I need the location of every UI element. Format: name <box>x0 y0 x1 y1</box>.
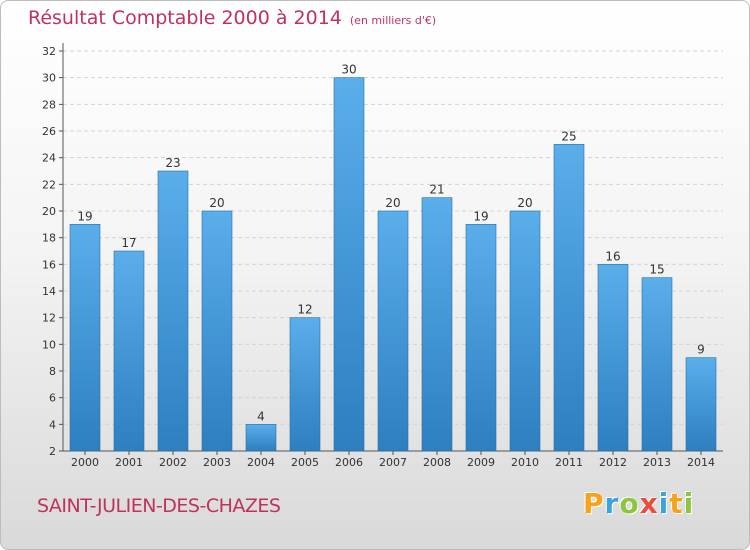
data-label: 16 <box>605 249 620 263</box>
bar <box>509 210 541 452</box>
data-label: 30 <box>341 63 356 77</box>
commune-name: SAINT-JULIEN-DES-CHAZES <box>37 495 281 517</box>
bar <box>465 224 497 452</box>
y-tick-label: 18 <box>42 232 56 245</box>
logo-letter: t <box>669 487 684 520</box>
data-label: 19 <box>77 209 92 223</box>
bar <box>113 250 145 452</box>
data-label: 4 <box>257 409 265 423</box>
y-tick-label: 30 <box>42 72 56 85</box>
x-tick-label: 2002 <box>159 456 187 469</box>
y-tick-label: 32 <box>42 45 56 58</box>
data-label: 15 <box>649 263 664 277</box>
y-tick-label: 26 <box>42 125 56 138</box>
bar <box>553 144 585 452</box>
bar <box>377 210 409 452</box>
bar <box>157 170 189 452</box>
y-tick-label: 2 <box>49 445 56 458</box>
x-tick-label: 2001 <box>115 456 143 469</box>
bar <box>421 197 453 452</box>
data-label: 21 <box>429 183 444 197</box>
x-tick-label: 2003 <box>203 456 231 469</box>
logo-letter: o <box>619 487 640 520</box>
logo-letter: P <box>583 487 605 520</box>
bar <box>289 317 321 452</box>
logo-letter: x <box>639 487 659 520</box>
chart-unit: (en milliers d'€) <box>349 14 437 27</box>
x-tick-label: 2007 <box>379 456 407 469</box>
y-tick-label: 4 <box>49 418 56 431</box>
bar <box>201 210 233 452</box>
data-label: 20 <box>385 196 400 210</box>
y-tick-label: 16 <box>42 258 56 271</box>
bar <box>245 424 277 452</box>
bar <box>69 224 101 452</box>
data-label: 19 <box>473 209 488 223</box>
x-tick-label: 2009 <box>467 456 495 469</box>
logo-letter: i <box>658 487 670 520</box>
y-tick-label: 6 <box>49 392 56 405</box>
chart-title-text: Résultat Comptable 2000 à 2014 <box>28 7 342 29</box>
x-tick-label: 2010 <box>511 456 539 469</box>
bar <box>597 264 629 452</box>
data-label: 9 <box>697 343 705 357</box>
y-tick-label: 14 <box>42 285 56 298</box>
y-tick-label: 22 <box>42 178 56 191</box>
y-tick-label: 12 <box>42 312 56 325</box>
x-tick-label: 2008 <box>423 456 451 469</box>
chart-title: Résultat Comptable 2000 à 2014 (en millie… <box>28 7 436 29</box>
logo-letter: i <box>683 487 695 520</box>
logo-letter: r <box>604 487 620 520</box>
x-tick-label: 2011 <box>555 456 583 469</box>
data-label: 17 <box>121 236 136 250</box>
data-label: 20 <box>517 196 532 210</box>
x-tick-label: 2000 <box>71 456 99 469</box>
bar <box>333 77 365 452</box>
bar <box>685 357 717 452</box>
data-label: 20 <box>209 196 224 210</box>
x-tick-label: 2014 <box>687 456 715 469</box>
x-tick-label: 2013 <box>643 456 671 469</box>
x-tick-label: 2005 <box>291 456 319 469</box>
y-tick-label: 20 <box>42 205 56 218</box>
y-tick-label: 8 <box>49 365 56 378</box>
y-tick-label: 28 <box>42 98 56 111</box>
y-tick-label: 10 <box>42 338 56 351</box>
bar <box>641 277 673 452</box>
data-label: 23 <box>165 156 180 170</box>
data-label: 12 <box>297 303 312 317</box>
x-tick-label: 2006 <box>335 456 363 469</box>
y-tick-label: 24 <box>42 152 56 165</box>
proxiti-logo: Proxiti <box>583 487 694 520</box>
data-label: 25 <box>561 129 576 143</box>
x-tick-label: 2012 <box>599 456 627 469</box>
x-tick-label: 2004 <box>247 456 275 469</box>
